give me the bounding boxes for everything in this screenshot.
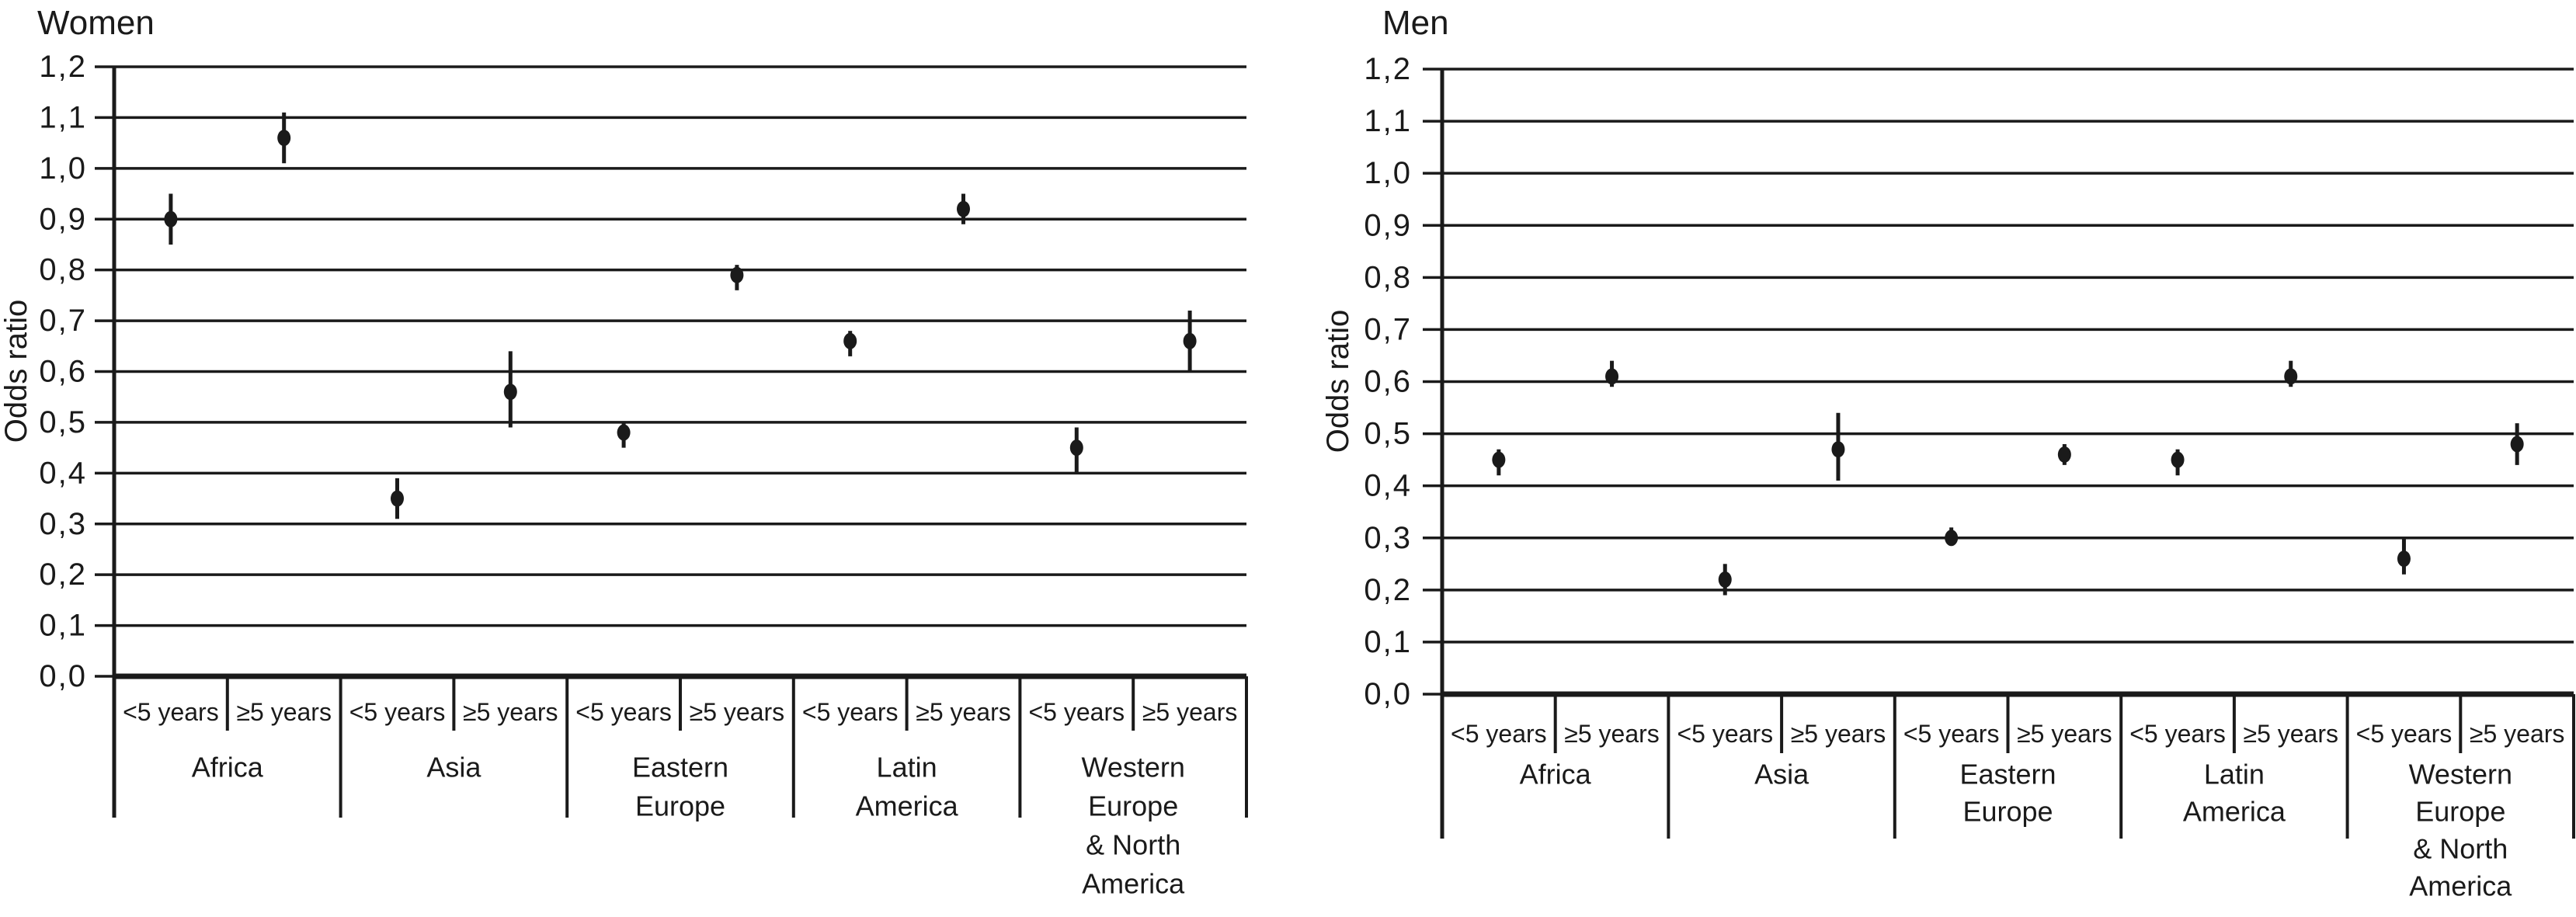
y-tick-label: 0,2 bbox=[39, 557, 87, 592]
data-point bbox=[277, 130, 291, 147]
y-tick-label: 0,1 bbox=[1364, 625, 1412, 659]
y-tick-label: 0,1 bbox=[39, 609, 87, 643]
category-label: & North bbox=[2413, 833, 2508, 865]
subcategory-label: ≥5 years bbox=[690, 698, 785, 726]
category-label: Europe bbox=[1088, 790, 1178, 822]
subcategory-label: ≥5 years bbox=[1791, 720, 1886, 748]
y-tick-label: 0,8 bbox=[39, 253, 87, 287]
men-y-axis-label: Odds ratio bbox=[1321, 310, 1355, 453]
subcategory-label: <5 years bbox=[1677, 720, 1773, 748]
y-tick-label: 1,0 bbox=[39, 151, 87, 186]
category-label: Latin bbox=[877, 752, 937, 783]
women-chart-title: Women bbox=[37, 4, 155, 42]
data-point bbox=[1831, 441, 1845, 458]
y-tick-label: 0,3 bbox=[39, 507, 87, 541]
women-y-axis-label: Odds ratio bbox=[0, 300, 33, 443]
y-tick-label: 0,4 bbox=[1364, 469, 1412, 503]
data-point bbox=[1945, 530, 1959, 547]
data-point bbox=[957, 200, 970, 217]
y-tick-label: 0,9 bbox=[1364, 208, 1412, 242]
y-tick-label: 1,0 bbox=[1364, 156, 1412, 190]
category-label: Asia bbox=[1754, 759, 1809, 790]
y-tick-label: 1,1 bbox=[39, 100, 87, 134]
subcategory-label: ≥5 years bbox=[236, 698, 332, 726]
men-plot-area: 1,2 1,1 1,0 0,9 0,8 0,7 0,6 0,5 0,4 0,3 0,2 0,1 0,0 <… bbox=[1364, 52, 2575, 902]
y-tick-label: 1,2 bbox=[39, 50, 87, 84]
category-label: America bbox=[1082, 868, 1185, 900]
y-tick-label: 0,9 bbox=[39, 202, 87, 236]
data-point bbox=[2171, 451, 2185, 468]
subcategory-label: <5 years bbox=[2129, 720, 2226, 748]
subcategory-label: ≥5 years bbox=[916, 698, 1011, 726]
subcategory-label: <5 years bbox=[1451, 720, 1547, 748]
y-tick-label: 0,3 bbox=[1364, 521, 1412, 555]
subcategory-label: <5 years bbox=[2356, 720, 2453, 748]
subcategory-label: <5 years bbox=[575, 698, 672, 726]
data-point bbox=[730, 266, 744, 283]
subcategory-label: <5 years bbox=[123, 698, 219, 726]
y-tick-label: 0,0 bbox=[39, 659, 87, 693]
y-tick-label: 0,6 bbox=[1364, 365, 1412, 399]
subcategory-label: ≥5 years bbox=[2470, 720, 2565, 748]
category-label: Eastern bbox=[632, 752, 728, 783]
category-label: Eastern bbox=[1959, 759, 2056, 790]
data-point bbox=[2284, 368, 2298, 385]
y-tick-label: 0,8 bbox=[1364, 260, 1412, 294]
data-point bbox=[391, 490, 404, 507]
category-label: Western bbox=[2409, 759, 2512, 790]
category-label: Africa bbox=[1520, 759, 1592, 790]
data-point bbox=[2510, 436, 2524, 453]
y-tick-label: 0,4 bbox=[39, 456, 87, 490]
subcategory-label: ≥5 years bbox=[2017, 720, 2112, 748]
data-point bbox=[1183, 332, 1197, 349]
y-tick-label: 0,5 bbox=[39, 405, 87, 439]
data-point bbox=[2057, 446, 2071, 463]
men-chart-title: Men bbox=[1382, 4, 1449, 42]
category-label: America bbox=[2183, 796, 2286, 828]
y-tick-label: 0,7 bbox=[1364, 312, 1412, 346]
y-tick-label: 1,1 bbox=[1364, 104, 1412, 138]
subcategory-label: <5 years bbox=[1903, 720, 2000, 748]
data-point bbox=[2397, 551, 2411, 568]
data-point bbox=[1605, 368, 1619, 385]
subcategory-label: <5 years bbox=[802, 698, 899, 726]
data-point bbox=[617, 424, 631, 441]
category-label: Europe bbox=[1962, 796, 2053, 828]
data-point bbox=[503, 384, 517, 401]
subcategory-label: ≥5 years bbox=[1142, 698, 1238, 726]
category-label: Asia bbox=[426, 752, 481, 783]
data-point bbox=[1718, 571, 1732, 588]
category-label: America bbox=[2409, 870, 2512, 902]
subcategory-label: ≥5 years bbox=[1564, 720, 1660, 748]
y-tick-label: 1,2 bbox=[1364, 52, 1412, 86]
women-plot-area: 1,2 1,1 1,0 0,9 0,8 0,7 0,6 0,5 0,4 0,3 0,2 0,1 0,0 <… bbox=[39, 50, 1248, 900]
category-label: & North bbox=[1086, 829, 1180, 861]
subcategory-label: <5 years bbox=[349, 698, 446, 726]
subcategory-label: ≥5 years bbox=[2244, 720, 2339, 748]
category-label: Africa bbox=[192, 752, 264, 783]
y-tick-label: 0,5 bbox=[1364, 417, 1412, 451]
y-tick-label: 0,7 bbox=[39, 304, 87, 338]
y-tick-label: 0,0 bbox=[1364, 677, 1412, 711]
category-label: Europe bbox=[635, 790, 725, 822]
data-point bbox=[1069, 439, 1083, 457]
data-point bbox=[1492, 451, 1506, 468]
data-point bbox=[164, 210, 178, 228]
subcategory-label: ≥5 years bbox=[463, 698, 558, 726]
y-tick-label: 0,6 bbox=[39, 355, 87, 389]
category-label: Latin bbox=[2204, 759, 2265, 790]
subcategory-label: <5 years bbox=[1028, 698, 1125, 726]
data-point bbox=[843, 332, 857, 349]
y-tick-label: 0,2 bbox=[1364, 573, 1412, 607]
category-label: America bbox=[856, 790, 959, 822]
category-label: Europe bbox=[2415, 796, 2505, 828]
category-label: Western bbox=[1082, 752, 1185, 783]
